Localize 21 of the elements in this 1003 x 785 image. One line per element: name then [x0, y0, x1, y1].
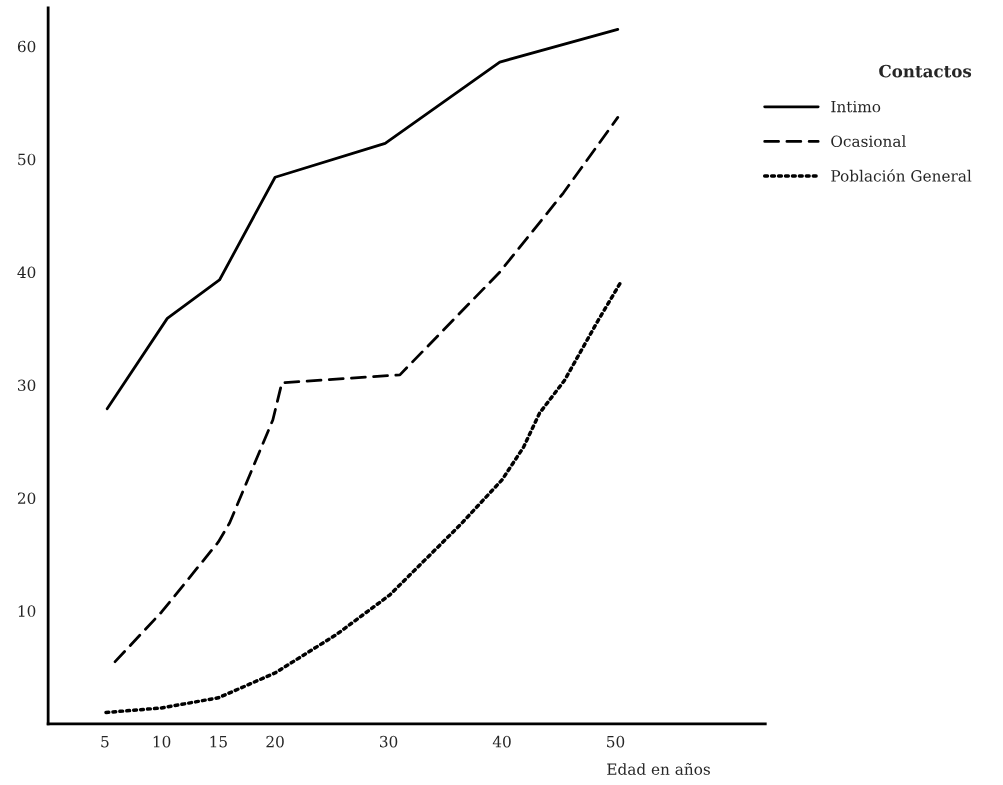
line-series [104, 281, 622, 715]
y-tick-label: 60 [17, 40, 36, 53]
x-tick-label: 15 [210, 735, 227, 748]
legend-title: Contactos [879, 64, 972, 78]
x-tick-label: 40 [492, 735, 511, 748]
x-tick-label: 20 [266, 735, 284, 748]
x-tick-label: 5 [101, 736, 109, 748]
legend-label: Población General [831, 169, 972, 182]
x-tick-label: 30 [380, 735, 398, 748]
x-tick-label: 50 [607, 735, 625, 748]
y-tick-label: 20 [17, 492, 36, 504]
line-series [105, 27, 620, 411]
x-axis-title: Edad en años [607, 762, 710, 775]
x-tick-label: 10 [153, 735, 171, 748]
line-series [113, 115, 620, 664]
y-tick-label: 50 [18, 153, 36, 166]
y-tick-label: 10 [18, 605, 36, 617]
y-tick-label: 40 [17, 266, 36, 279]
y-tick-label: 30 [18, 379, 36, 392]
legend-label: Intimo [831, 100, 881, 113]
legend-label: Ocasional [831, 135, 906, 148]
